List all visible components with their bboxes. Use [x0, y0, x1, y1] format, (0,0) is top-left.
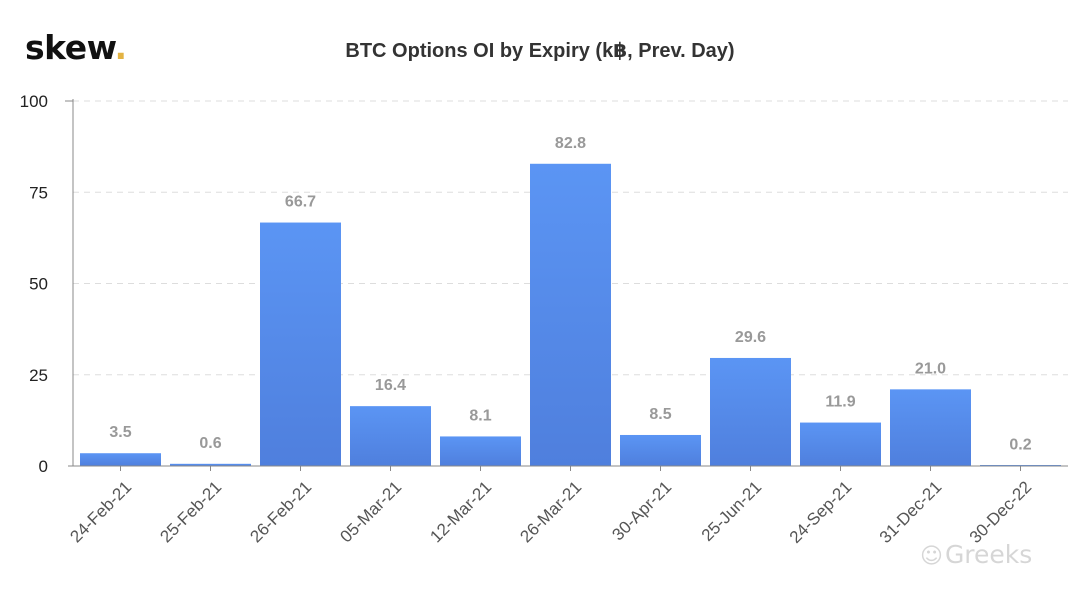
data-label: 0.2 — [1009, 436, 1031, 453]
x-tick-label: 31-Dec-21 — [876, 477, 946, 547]
data-label: 0.6 — [199, 435, 221, 452]
bar — [350, 406, 431, 466]
y-tick-label: 0 — [39, 457, 48, 476]
y-tick-label: 100 — [20, 92, 48, 111]
chart-title: BTC Options OI by Expiry (k฿, Prev. Day) — [345, 40, 735, 62]
data-label: 8.1 — [469, 407, 491, 424]
x-tick-label: 24-Sep-21 — [786, 477, 856, 547]
x-tick-label: 30-Dec-22 — [966, 477, 1036, 547]
y-tick-label: 75 — [29, 183, 48, 202]
data-label: 29.6 — [735, 329, 766, 346]
bar — [440, 436, 521, 466]
wechat-icon: ☺ — [920, 544, 943, 569]
x-tick-label: 26-Feb-21 — [246, 477, 315, 546]
x-tick-label: 30-Apr-21 — [608, 477, 675, 544]
data-label: 3.5 — [109, 424, 131, 441]
data-label: 21.0 — [915, 360, 946, 377]
bar — [710, 357, 791, 466]
x-tick-label: 12-Mar-21 — [426, 477, 495, 546]
y-tick-label: 50 — [29, 275, 48, 294]
data-label: 66.7 — [285, 194, 316, 211]
logo-text: skew — [25, 28, 115, 67]
bar — [80, 453, 161, 466]
logo-dot: . — [114, 28, 127, 67]
x-tick-label: 25-Feb-21 — [156, 477, 225, 546]
bar — [890, 389, 971, 466]
skew-logo: skew. — [25, 28, 127, 67]
data-label: 8.5 — [649, 406, 671, 423]
x-tick-label: 24-Feb-21 — [66, 477, 135, 546]
bar — [620, 434, 701, 466]
x-tick-label: 05-Mar-21 — [336, 477, 405, 546]
bar — [800, 422, 881, 466]
bar — [260, 222, 341, 466]
x-tick-label: 25-Jun-21 — [698, 477, 766, 545]
greeks-watermark: ☺Greeks — [920, 540, 1032, 569]
data-label: 11.9 — [825, 394, 855, 411]
watermark-text: Greeks — [944, 540, 1033, 569]
y-tick-label: 25 — [29, 366, 48, 385]
bar — [170, 463, 251, 466]
data-label: 16.4 — [375, 377, 406, 394]
data-label: 82.8 — [555, 135, 586, 152]
x-tick-label: 26-Mar-21 — [516, 477, 585, 546]
bar — [530, 163, 611, 466]
